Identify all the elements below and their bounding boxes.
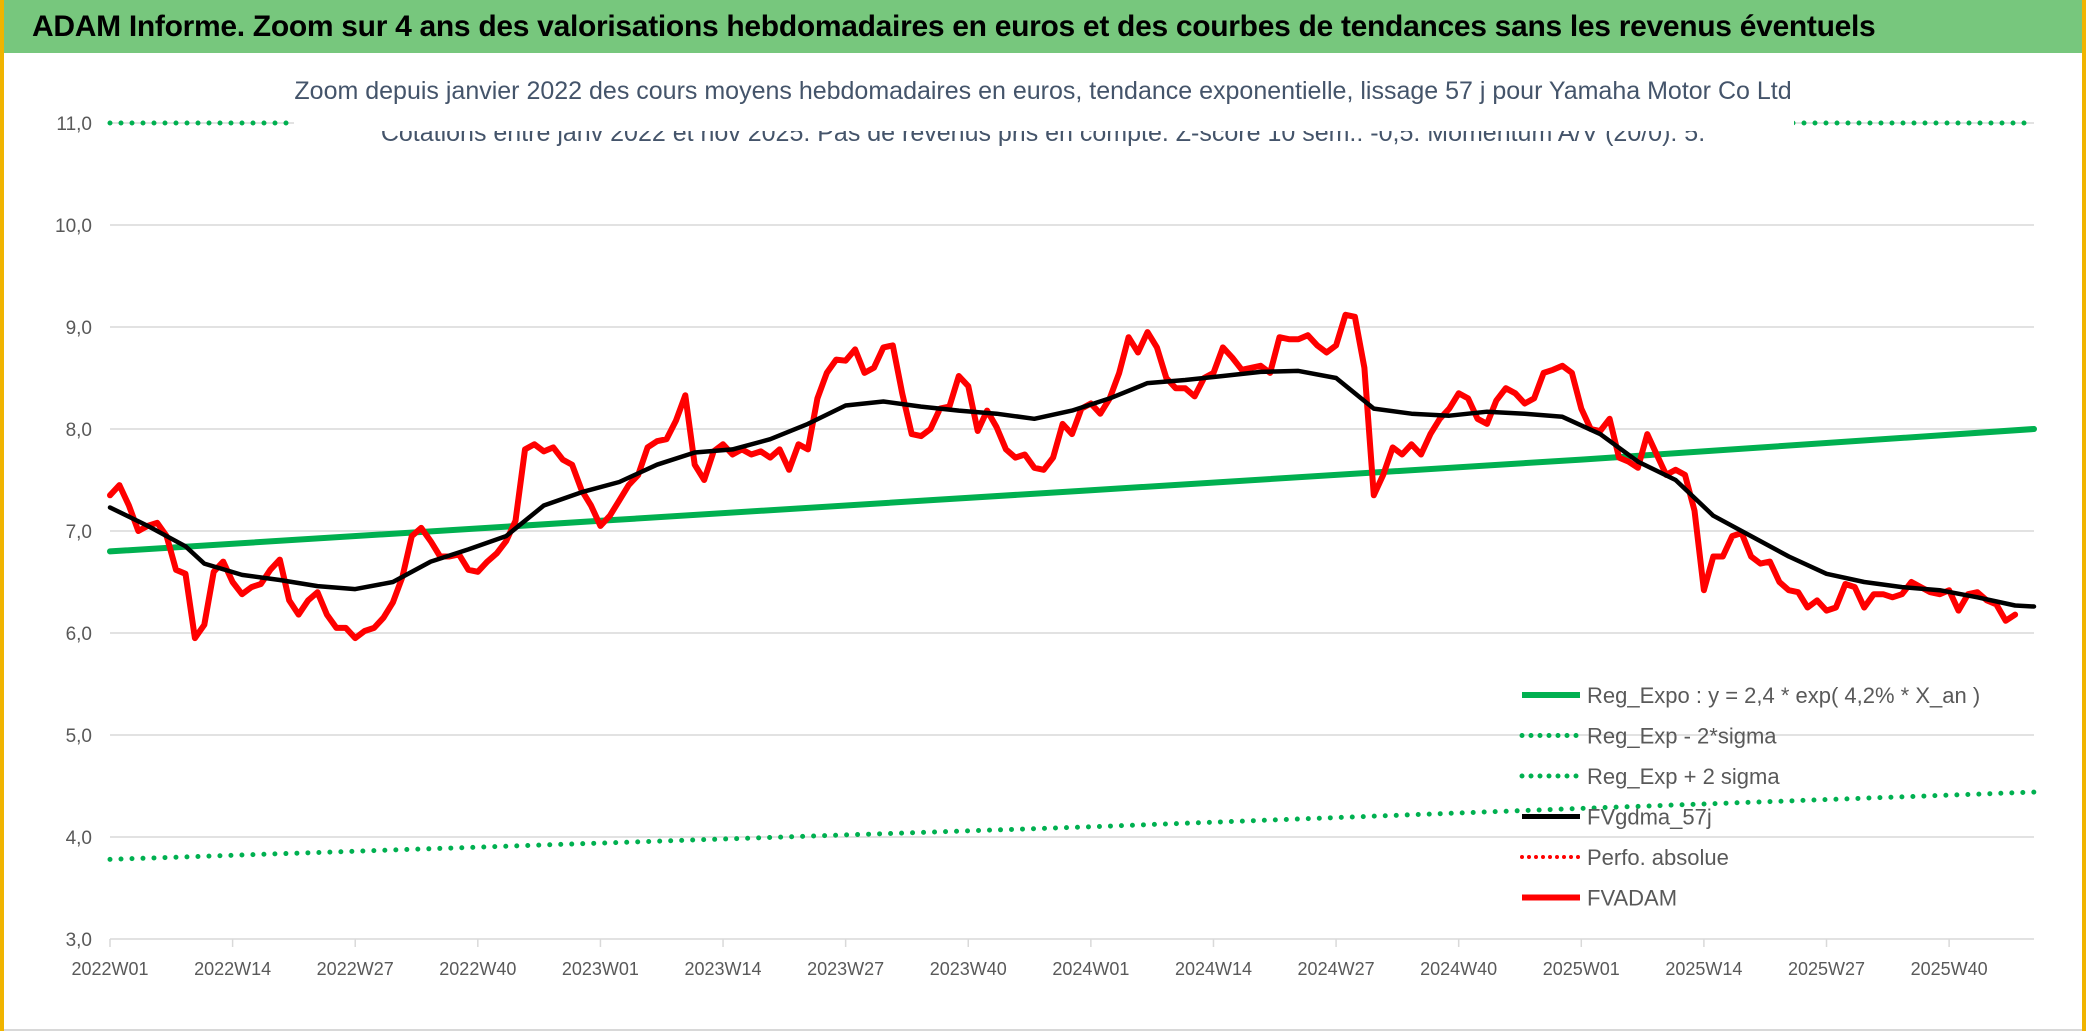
chart-area: 3,0 4,0 5,0 6,0 7,0 8,0 9,0 10,0 11,0 2022W01 2022…: [4, 53, 2082, 1031]
y-tick-label: 9,0: [66, 318, 92, 339]
y-tick-label: 4,0: [66, 828, 92, 849]
line-chart: 3,0 4,0 5,0 6,0 7,0 8,0 9,0 10,0 11,0 2022W01 2022…: [55, 77, 2037, 979]
y-tick-label: 8,0: [66, 420, 92, 441]
x-tick-label: 2024W14: [1175, 959, 1252, 979]
x-tick-label: 2023W14: [685, 959, 762, 979]
legend-label: FVADAM: [1587, 886, 1677, 911]
x-tick-label: 2025W14: [1665, 959, 1742, 979]
legend-label: Reg_Exp - 2*sigma: [1587, 724, 1777, 749]
y-tick-label: 11,0: [56, 114, 92, 135]
x-tick-label: 2024W27: [1298, 959, 1375, 979]
y-tick-label: 3,0: [66, 930, 92, 951]
legend-label: Perfo. absolue: [1587, 845, 1729, 870]
x-tick-label: 2023W27: [807, 959, 884, 979]
y-tick-label: 5,0: [66, 726, 92, 747]
y-tick-label: 10,0: [55, 216, 92, 237]
legend-label: FVgdma_57j: [1587, 805, 1712, 830]
x-tick-label: 2022W40: [439, 959, 516, 979]
x-tick-label: 2024W01: [1052, 959, 1129, 979]
series-reg-expo-line: [107, 426, 2037, 555]
x-tick-label: 2023W40: [930, 959, 1007, 979]
x-tick-label: 2025W40: [1911, 959, 1988, 979]
series-lower-band-line: [107, 789, 2037, 862]
x-tick-label: 2022W27: [317, 959, 394, 979]
series-fvadam-line: [107, 311, 2019, 642]
x-tick-label: 2025W27: [1788, 959, 1865, 979]
y-tick-label: 7,0: [66, 522, 92, 543]
chart-title: Zoom depuis janvier 2022 des cours moyen…: [294, 77, 1791, 105]
y-tick-label: 6,0: [66, 624, 92, 645]
x-tick-label: 2022W14: [194, 959, 271, 979]
legend-label: Reg_Exp + 2 sigma: [1587, 764, 1780, 789]
x-tick-label: 2024W40: [1420, 959, 1497, 979]
title-mask: [294, 115, 1794, 131]
header-bar: ADAM Informe. Zoom sur 4 ans des valoris…: [4, 0, 2082, 53]
x-tick-label: 2023W01: [562, 959, 639, 979]
legend-label: Reg_Expo : y = 2,4 * exp( 4,2% * X_an ): [1587, 683, 1980, 708]
header-title: ADAM Informe. Zoom sur 4 ans des valoris…: [32, 9, 1876, 43]
x-tick-label: 2025W01: [1543, 959, 1620, 979]
series-fvgdma-line: [107, 368, 2037, 609]
x-tick-label: 2022W01: [71, 959, 148, 979]
